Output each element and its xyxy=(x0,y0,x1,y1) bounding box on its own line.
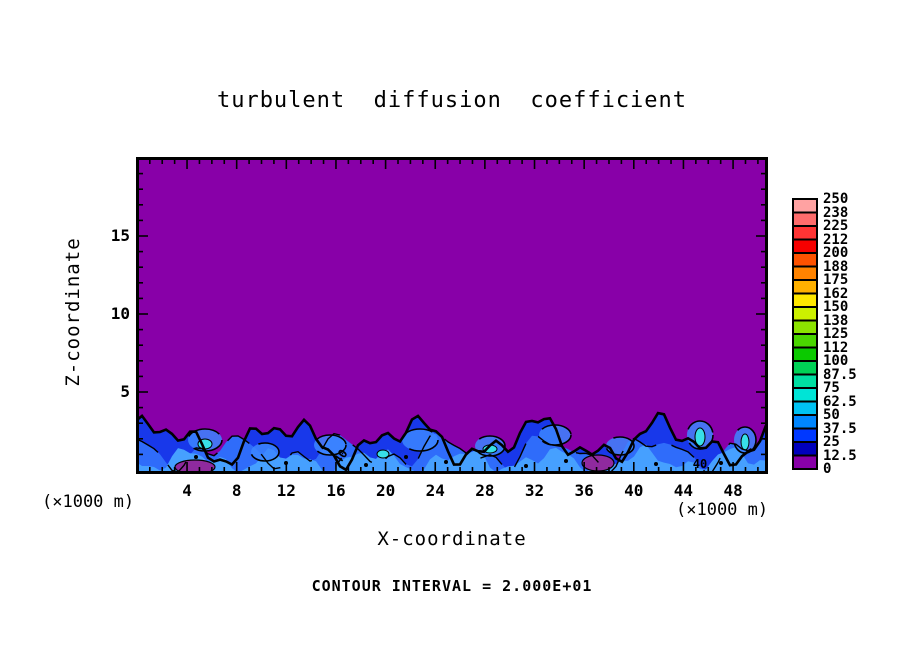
colorbar-label: 112 xyxy=(823,339,849,356)
colorbar-label: 250 xyxy=(823,191,849,207)
eddy xyxy=(606,437,634,455)
colorbar-cell xyxy=(792,333,818,349)
colorbar-cell xyxy=(792,211,818,227)
contour-speck xyxy=(364,463,368,467)
z-tick-label: 10 xyxy=(110,304,130,323)
x-tick-label: 28 xyxy=(475,481,495,500)
contour-interval-note: CONTOUR INTERVAL = 2.000E+01 xyxy=(311,577,593,595)
z-tick-label: 5 xyxy=(120,382,130,401)
x-tick-label: 20 xyxy=(375,481,396,500)
colorbar-cell xyxy=(792,427,818,443)
contour-label: 40 xyxy=(331,447,351,467)
eddy-core xyxy=(694,427,706,447)
colorbar-cell xyxy=(792,292,818,308)
eddy-contour xyxy=(474,435,506,457)
colorbar-label: 200 xyxy=(823,245,849,261)
x-tick-label: 12 xyxy=(276,481,296,500)
x-tick-label: 44 xyxy=(673,481,694,500)
eddy-core xyxy=(376,449,390,459)
contour-speck xyxy=(719,461,723,465)
field-background xyxy=(136,157,768,474)
colorbar-label: 138 xyxy=(823,312,849,329)
colorbar-cell xyxy=(792,414,818,430)
contour-speck xyxy=(524,464,528,468)
x-tick-label: 24 xyxy=(425,481,445,500)
colorbar-label: 50 xyxy=(823,407,840,423)
colorbar-label: 100 xyxy=(823,353,849,369)
contour-speck xyxy=(404,455,408,459)
colorbar-cell xyxy=(792,238,818,254)
contour-speck xyxy=(564,459,568,463)
colorbar-label: 0 xyxy=(823,461,832,477)
eddy-contour xyxy=(401,428,439,452)
colorbar-cell xyxy=(792,252,818,268)
eddy-contour xyxy=(313,434,347,456)
colorbar-cell xyxy=(792,265,818,281)
x-tick-label: 16 xyxy=(326,481,346,500)
eddy xyxy=(251,443,279,461)
colorbar-cell xyxy=(792,346,818,362)
colorbar-cell xyxy=(792,225,818,241)
colorbar-cell xyxy=(792,198,818,214)
contour-line-1 xyxy=(136,432,767,474)
contour-speck xyxy=(194,455,198,459)
colorbar-label: 37.5 xyxy=(823,420,857,437)
colorbar-label: 12.5 xyxy=(823,447,857,464)
x-unit-note-left: (×1000 m) xyxy=(42,492,135,512)
x-unit-note-right: (×1000 m) xyxy=(676,500,769,520)
z-axis-title: Z-coordinate xyxy=(62,237,84,387)
plot-title: turbulent diffusion coefficient xyxy=(216,88,688,113)
colorbar-label: 212 xyxy=(823,231,849,248)
colorbar-cell xyxy=(792,454,818,470)
contour-label: 40 xyxy=(693,457,707,471)
colorbar-label: 162 xyxy=(823,285,849,302)
x-axis-title: X-coordinate xyxy=(377,528,527,550)
x-tick-label: 4 xyxy=(182,481,192,500)
colorbar-label: 62.5 xyxy=(823,393,857,410)
contour-plot: 40 40 xyxy=(136,157,768,474)
colorbar-label: 188 xyxy=(823,258,849,275)
colorbar-label: 87.5 xyxy=(823,366,857,383)
colorbar-label: 225 xyxy=(823,218,849,234)
eddy xyxy=(402,429,438,451)
colorbar-label: 125 xyxy=(823,326,849,342)
eddy-contour xyxy=(605,436,635,456)
eddy-contour xyxy=(250,442,280,462)
colorbar-label: 75 xyxy=(823,380,840,396)
colorbar-cell xyxy=(792,400,818,416)
colorbar-cell xyxy=(792,279,818,295)
colorbar-label: 238 xyxy=(823,204,849,221)
colorbar-label: 25 xyxy=(823,434,840,450)
contour-speck xyxy=(444,460,448,464)
contour-speck xyxy=(654,462,658,466)
plot-frame xyxy=(136,157,768,474)
colorbar-label: 175 xyxy=(823,272,849,288)
z-tick-label: 15 xyxy=(110,226,130,245)
x-tick-label: 32 xyxy=(524,481,545,500)
eddy xyxy=(314,435,346,455)
colorbar-cell xyxy=(792,306,818,322)
eddy-core xyxy=(740,433,750,451)
colorbar-cell xyxy=(792,319,818,335)
x-tick-label: 8 xyxy=(231,481,242,500)
x-tick-label: 36 xyxy=(574,481,594,500)
eddy xyxy=(539,425,571,445)
colorbar-cell xyxy=(792,441,818,457)
colorbar-cell xyxy=(792,360,818,376)
colorbar-cell xyxy=(792,387,818,403)
colorbar-label: 150 xyxy=(823,299,849,315)
contour-line-0 xyxy=(136,411,768,472)
colorbar-cell xyxy=(792,373,818,389)
x-tick-label: 48 xyxy=(723,481,743,500)
x-tick-label: 40 xyxy=(624,481,644,500)
colorbar xyxy=(792,198,818,470)
